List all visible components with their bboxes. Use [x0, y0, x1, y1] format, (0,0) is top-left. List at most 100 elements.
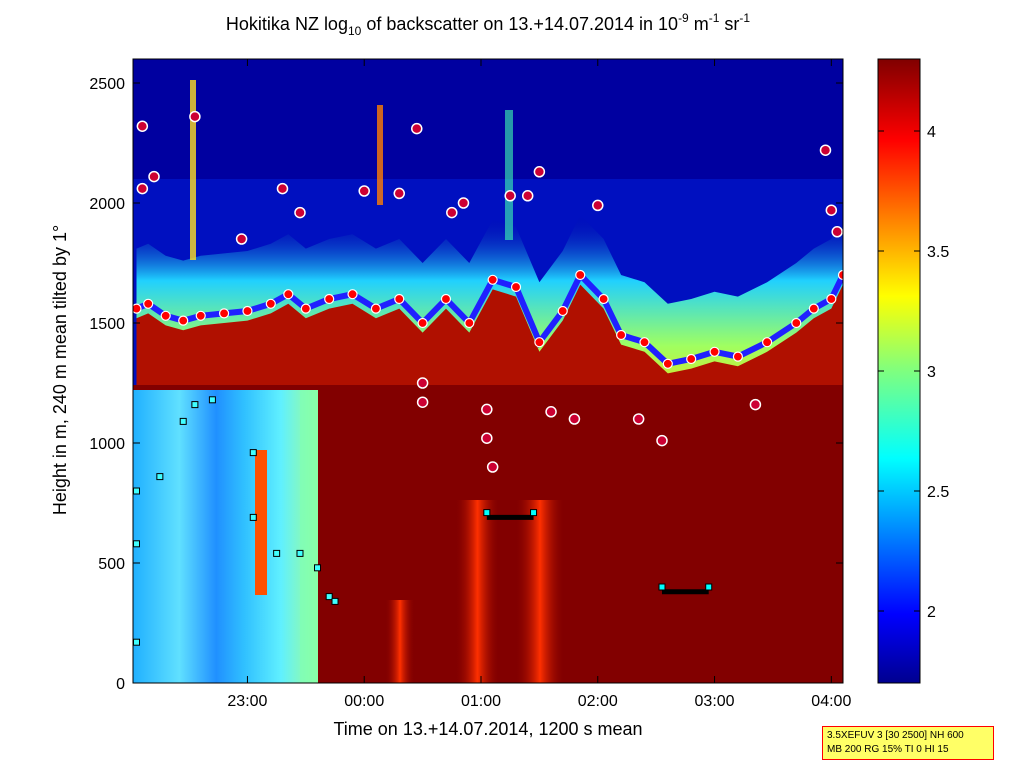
cloud-top-point [133, 303, 142, 314]
cloud-top-point [616, 329, 627, 341]
cloud-top-point [639, 337, 650, 348]
cloud-base-marker [483, 509, 491, 517]
near-surface-marker [249, 449, 257, 457]
y-tick-label: 2500 [89, 76, 125, 93]
cloud-top-point [662, 358, 673, 369]
high-cloud-point [592, 199, 604, 212]
high-cloud-point [136, 120, 149, 132]
cloud-top-point [464, 317, 475, 329]
cloud-top-point [709, 346, 720, 357]
low-cloud-point [481, 403, 493, 416]
cloud-top-line [135, 269, 843, 368]
info-box: 3.5XEFUV 3 [30 2500] NH 600 MB 200 RG 15… [822, 726, 994, 760]
cloud-top-point [195, 310, 206, 321]
x-axis: 23:00 00:00 01:00 02:00 03:00 04:00 [227, 59, 851, 710]
plot-area [133, 59, 843, 683]
cloud-top-point [283, 289, 294, 300]
title-exp-2: -1 [709, 11, 720, 25]
low-fog-region [133, 390, 318, 683]
cloud-top-point [598, 293, 609, 305]
chart-title: Hokitika NZ log10 of backscatter on 13.+… [226, 11, 750, 38]
cloud-base-marker [530, 509, 538, 517]
cloud-top-point [218, 308, 230, 319]
cloud-top-point [808, 303, 819, 314]
cloud-top-point [761, 337, 773, 348]
near-surface-marker [331, 597, 339, 605]
cloud-top-point [534, 337, 545, 348]
warm-plume-1 [455, 500, 500, 683]
fog-warm-strip [255, 450, 267, 595]
near-surface-marker [208, 396, 216, 404]
cloud-top-point [440, 293, 452, 305]
title-exp-3: -1 [739, 11, 750, 25]
cloud-top-point [143, 298, 154, 309]
near-surface-marker [296, 549, 304, 557]
fog-edge [300, 390, 318, 683]
high-cloud-point [189, 110, 201, 123]
warm-plume-3 [385, 600, 415, 683]
cloud-top-point [370, 303, 381, 314]
near-surface-marker [133, 638, 141, 646]
near-surface-marker [191, 401, 199, 409]
plume-spike-3 [505, 110, 513, 240]
cloud-top-point [557, 305, 568, 317]
cloud-top-point [265, 298, 276, 309]
colorbar-tick-label: 3.5 [927, 244, 949, 261]
cloud-top-point [487, 274, 498, 285]
cloud-top-point [160, 310, 171, 321]
high-cloud-point [411, 122, 423, 135]
y-axis: 0 500 1000 1500 2000 2500 [89, 76, 843, 693]
near-surface-marker [133, 540, 141, 548]
high-cloud-point [504, 190, 516, 202]
cloud-top-point [394, 293, 405, 305]
cloud-top-point [686, 353, 697, 365]
high-cloud-point [393, 187, 405, 200]
cloud-top-point [791, 317, 802, 329]
cloud-top-point [510, 281, 522, 293]
near-surface-marker [179, 417, 187, 425]
high-cloud-point [358, 185, 370, 197]
cloud-top-point [837, 269, 843, 281]
upper-sky [133, 59, 843, 179]
colorbar-tick-label: 3 [927, 364, 936, 381]
warm-plume-2 [515, 500, 565, 683]
colorbar-tick-label: 4 [927, 124, 936, 141]
cloud-top-point [300, 303, 311, 314]
near-surface-marker [133, 487, 141, 495]
x-tick-label: 02:00 [578, 693, 618, 710]
cloud-top-point [732, 351, 744, 362]
cloud-top-point [826, 293, 837, 305]
low-cloud-point [568, 413, 581, 425]
x-tick-label: 01:00 [461, 693, 501, 710]
info-box-line-1: 3.5XEFUV 3 [30 2500] NH 600 [827, 730, 964, 741]
high-cloud-point [533, 166, 546, 178]
high-cloud-point [831, 226, 843, 238]
low-cloud-point [656, 434, 668, 447]
colorbar-tick-label: 2 [927, 604, 936, 621]
cloud-top-point [178, 315, 189, 326]
low-cloud-point [632, 413, 645, 425]
cloud-top-point [324, 293, 335, 305]
high-cloud-point [819, 144, 832, 156]
plume-spike-2 [377, 105, 383, 205]
y-tick-label: 0 [116, 676, 125, 693]
high-cloud-point [521, 190, 534, 202]
near-surface-marker [273, 549, 281, 557]
y-axis-label: Height in m, 240 m mean tilted by 1° [50, 225, 70, 515]
near-surface-marker [249, 513, 257, 521]
colorbar-axis: 2 2.5 3 3.5 4 [878, 124, 949, 621]
low-cloud-point [416, 377, 429, 389]
high-cloud-point [457, 197, 470, 209]
high-cloud-point [294, 206, 306, 219]
x-tick-label: 03:00 [695, 693, 735, 710]
high-cloud-point [276, 182, 289, 195]
high-cloud-point [148, 170, 160, 183]
low-cloud-point [486, 461, 499, 473]
x-tick-label: 04:00 [811, 693, 851, 710]
colorbar [877, 58, 921, 684]
cloud-base-marker [658, 583, 666, 591]
plot-frame [132, 58, 844, 684]
low-cloud-point [481, 432, 493, 444]
low-cloud-point [545, 406, 557, 418]
y-tick-label: 500 [98, 556, 125, 573]
